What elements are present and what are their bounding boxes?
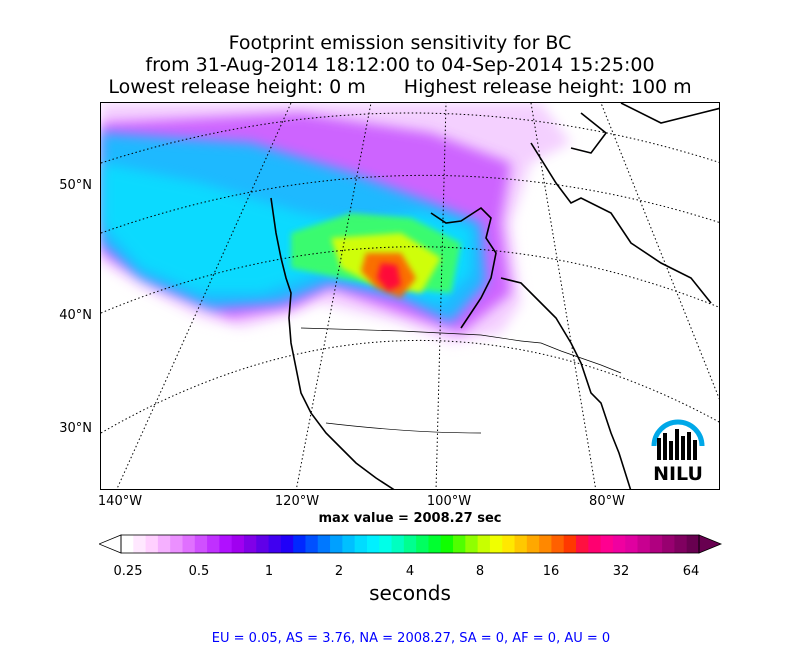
- lowest-release-height: Lowest release height: 0 m: [108, 76, 366, 98]
- colorbar-tick-16: 16: [542, 564, 560, 579]
- colorbar-cell: [342, 535, 356, 553]
- colorbar-cell: [305, 535, 319, 553]
- colorbar-cell: [133, 535, 147, 553]
- colorbar-frame: [120, 534, 700, 554]
- colorbar-cell: [612, 535, 626, 553]
- colorbar-cell: [637, 535, 651, 553]
- colorbar-cell: [489, 535, 503, 553]
- colorbar-cell: [674, 535, 688, 553]
- colorbar-cell: [539, 535, 553, 553]
- colorbar-cell: [453, 535, 466, 553]
- lon-label-120w: 120°W: [274, 494, 320, 509]
- colorbar-cell: [600, 535, 614, 553]
- colorbar-cell: [686, 535, 700, 553]
- colorbar-tick-1: 1: [264, 564, 274, 579]
- lon-label-80w: 80°W: [589, 494, 625, 509]
- colorbar-cell: [366, 535, 380, 553]
- colorbar-max-arrow: [698, 534, 723, 554]
- region-totals: EU = 0.05, AS = 3.76, NA = 2008.27, SA =…: [211, 631, 611, 646]
- colorbar-cell: [231, 535, 245, 553]
- colorbar-tick-8: 8: [475, 564, 485, 579]
- lat-label-50n: 50°N: [59, 178, 92, 193]
- colorbar-cell: [280, 535, 294, 553]
- colorbar-cell: [403, 535, 417, 553]
- lon-label-140w: 140°W: [97, 494, 143, 509]
- max-value-label: max value = 2008.27 sec: [318, 511, 502, 526]
- colorbar-tick-0-5: 0.5: [188, 564, 210, 579]
- colorbar-cell: [330, 535, 343, 553]
- colorbar-cell: [649, 535, 663, 553]
- colorbar-cell: [268, 535, 282, 553]
- colorbar-cell: [428, 535, 442, 553]
- colorbar-cell: [145, 535, 159, 553]
- colorbar-cell: [465, 535, 479, 553]
- nilu-logo: NILU: [651, 419, 705, 485]
- lon-label-100w: 100°W: [426, 494, 472, 509]
- svg-text:NILU: NILU: [653, 463, 703, 485]
- graticule: [101, 103, 719, 489]
- coastlines: [270, 103, 719, 489]
- colorbar-cell: [514, 535, 528, 553]
- colorbar-cell: [182, 535, 196, 553]
- colorbar-cell: [576, 535, 589, 553]
- colorbar-cell: [170, 535, 184, 553]
- colorbar-cell: [391, 535, 405, 553]
- lat-label-30n: 30°N: [59, 421, 92, 436]
- colorbar-tick-32: 32: [612, 564, 630, 579]
- colorbar-cell: [354, 535, 368, 553]
- map-canvas: NILU: [101, 103, 719, 489]
- title-line-2: from 31-Aug-2014 18:12:00 to 04-Sep-2014…: [145, 54, 655, 76]
- colorbar-cell: [157, 535, 171, 553]
- colorbar-cell: [256, 535, 270, 553]
- colorbar-cell: [416, 535, 430, 553]
- colorbar-cell: [477, 535, 491, 553]
- colorbar-cell: [662, 535, 676, 553]
- colorbar-cell: [194, 535, 208, 553]
- highest-release-height: Highest release height: 100 m: [403, 76, 692, 98]
- title-line-1: Footprint emission sensitivity for BC: [228, 32, 572, 54]
- colorbar: [99, 534, 723, 554]
- colorbar-cell: [121, 535, 134, 553]
- colorbar-cell: [526, 535, 540, 553]
- colorbar-cell: [588, 535, 602, 553]
- colorbar-tick-0-25: 0.25: [113, 564, 143, 579]
- colorbar-cell: [219, 535, 233, 553]
- colorbar-unit-label: seconds: [369, 581, 451, 605]
- colorbar-tick-64: 64: [682, 564, 700, 579]
- colorbar-cell: [317, 535, 331, 553]
- footprint-field: [101, 103, 571, 343]
- colorbar-cell: [293, 535, 307, 553]
- colorbar-cell: [502, 535, 516, 553]
- colorbar-cell: [379, 535, 393, 553]
- colorbar-cell: [207, 535, 220, 553]
- colorbar-cell: [243, 535, 257, 553]
- colorbar-tick-4: 4: [405, 564, 415, 579]
- footprint-map: NILU: [100, 102, 720, 490]
- colorbar-cell: [551, 535, 565, 553]
- colorbar-cell: [440, 535, 454, 553]
- lat-label-40n: 40°N: [59, 308, 92, 323]
- title-line-3: Lowest release height: 0 m Highest releas…: [0, 75, 800, 99]
- colorbar-tick-2: 2: [334, 564, 344, 579]
- colorbar-cell: [625, 535, 639, 553]
- colorbar-cell: [563, 535, 577, 553]
- borders: [300, 327, 622, 434]
- colorbar-min-arrow: [99, 534, 122, 554]
